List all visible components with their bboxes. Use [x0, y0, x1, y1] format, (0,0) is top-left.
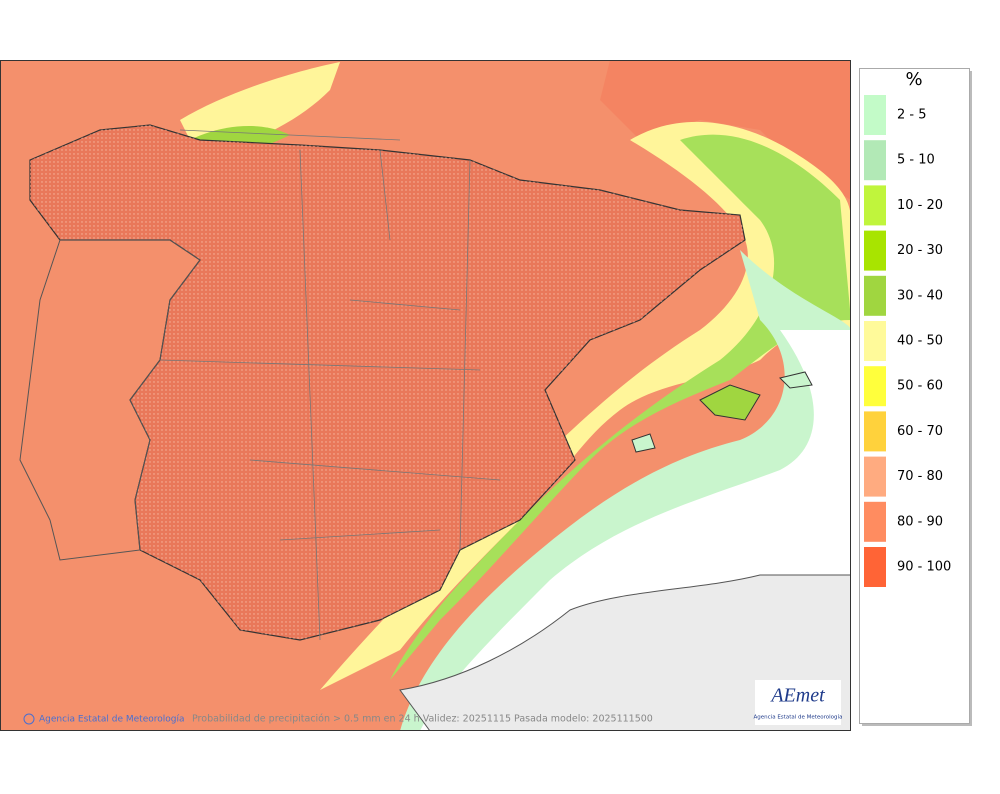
legend-label: 2 - 5 — [897, 108, 927, 123]
legend-label: 40 - 50 — [897, 334, 943, 349]
legend-swatch — [864, 140, 886, 181]
portugal-border — [19, 239, 201, 561]
region-border — [159, 129, 501, 641]
legend-swatch — [864, 230, 886, 271]
legend-swatch — [864, 275, 886, 316]
legend-label: 20 - 30 — [897, 243, 943, 258]
caption: Probabilidad de precipitación > 0.5 mm e… — [192, 714, 653, 725]
legend-swatch — [864, 456, 886, 497]
legend-title: % — [905, 69, 922, 90]
legend-swatch — [864, 411, 886, 452]
legend-swatch — [864, 321, 886, 361]
legend-label: 80 - 90 — [897, 514, 943, 529]
logo-box — [755, 680, 841, 725]
island — [779, 371, 813, 389]
logo-subtitle: Agencia Estatal de Meteorología — [754, 714, 843, 721]
africa — [399, 574, 851, 731]
credit: Agencia Estatal de Meteorología — [39, 715, 185, 725]
legend-label: 10 - 20 — [897, 198, 943, 213]
copyright-icon — [23, 713, 35, 725]
map: Agencia Estatal de Meteorología Probabil… — [0, 60, 851, 731]
logo-name: AEmet — [769, 685, 825, 707]
legend-label: 50 - 60 — [897, 379, 943, 394]
legend-label: 90 - 100 — [897, 560, 951, 575]
rain-band — [390, 134, 851, 680]
legend-label: 5 - 10 — [897, 153, 935, 168]
map-frame — [0, 60, 851, 731]
legend-label: 70 - 80 — [897, 469, 943, 484]
island — [699, 384, 761, 421]
legend-swatch — [864, 95, 886, 135]
island — [631, 433, 656, 453]
sea-area — [600, 60, 851, 200]
legend-swatch — [864, 501, 886, 542]
legend-swatch — [864, 366, 886, 407]
legend-swatch — [864, 547, 886, 587]
legend-label: 60 - 70 — [897, 424, 943, 439]
spain-texture — [30, 125, 745, 640]
legend-swatch — [864, 185, 886, 226]
legend-label: 30 - 40 — [897, 288, 943, 303]
